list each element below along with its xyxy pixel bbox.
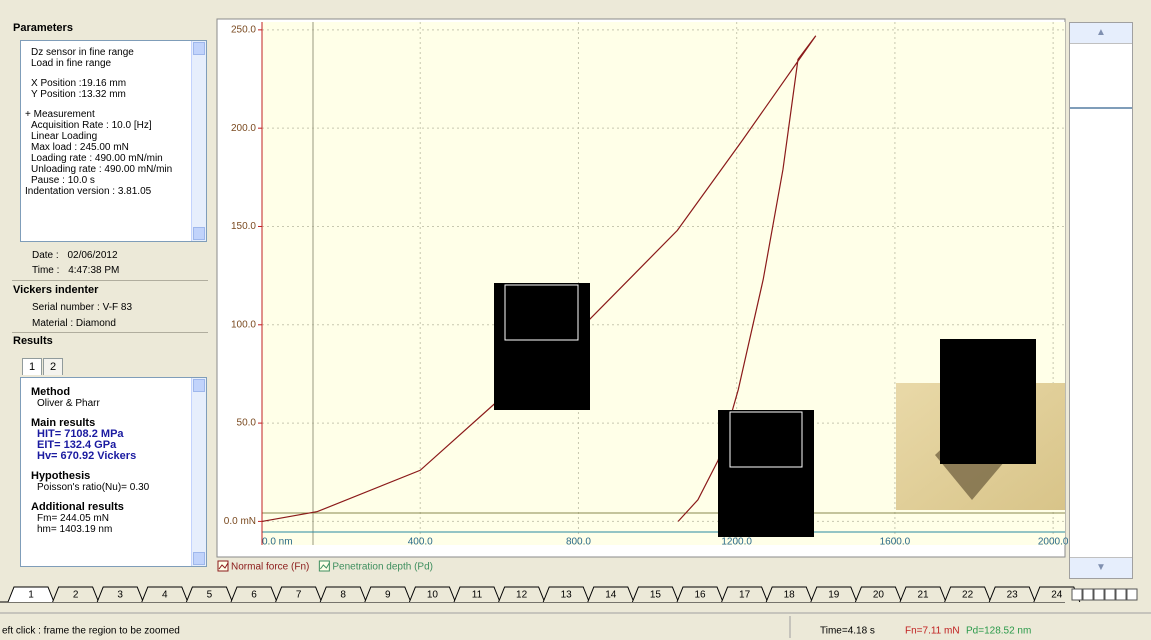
y-tick-label: 100.0 <box>231 319 256 330</box>
y-tick-label: 200.0 <box>231 123 256 134</box>
status-fn: Fn=7.11 mN <box>905 626 960 637</box>
x-tick-label: 400.0 <box>408 537 433 548</box>
tab-label[interactable]: 14 <box>605 590 617 601</box>
tab-label[interactable]: 2 <box>73 590 79 601</box>
tab-label[interactable]: 12 <box>516 590 528 601</box>
tab-label[interactable]: 6 <box>251 590 257 601</box>
tab-label[interactable]: 23 <box>1007 590 1019 601</box>
y-tick-label: 150.0 <box>231 221 256 232</box>
status-hint: eft click : frame the region to be zoome… <box>2 626 180 637</box>
tab-label[interactable]: 1 <box>28 590 34 601</box>
tab-label[interactable]: 13 <box>561 590 573 601</box>
tab-label[interactable]: 21 <box>917 590 929 601</box>
nav-button[interactable] <box>1094 589 1104 600</box>
status-time: Time=4.18 s <box>820 626 875 637</box>
tab-label[interactable]: 5 <box>207 590 213 601</box>
nav-button[interactable] <box>1116 589 1126 600</box>
x-tick-label: 800.0 <box>566 537 591 548</box>
nav-button[interactable] <box>1083 589 1093 600</box>
tab-label[interactable]: 18 <box>784 590 796 601</box>
y-tick-label: 250.0 <box>231 25 256 36</box>
tab-label[interactable]: 9 <box>385 590 391 601</box>
x-tick-label: 0.0 nm <box>262 537 293 548</box>
y-tick-label: 50.0 <box>237 418 257 429</box>
tab-label[interactable]: 24 <box>1051 590 1063 601</box>
tab-label[interactable]: 19 <box>828 590 840 601</box>
tab-label[interactable]: 4 <box>162 590 168 601</box>
nav-button[interactable] <box>1072 589 1082 600</box>
tab-label[interactable]: 16 <box>694 590 706 601</box>
legend-label: Normal force (Fn) <box>231 562 309 573</box>
nav-button[interactable] <box>1105 589 1115 600</box>
tab-label[interactable]: 15 <box>650 590 662 601</box>
x-tick-label: 2000.0 <box>1038 537 1069 548</box>
legend-label: Penetration depth (Pd) <box>332 562 433 573</box>
nav-button[interactable] <box>1127 589 1137 600</box>
app-window: Parameters Dz sensor in fine rangeLoad i… <box>0 0 1151 640</box>
x-tick-label: 1600.0 <box>880 537 911 548</box>
tab-label[interactable]: 7 <box>296 590 302 601</box>
status-pd: Pd=128.52 nm <box>966 626 1031 637</box>
x-tick-label: 1200.0 <box>721 537 752 548</box>
tab-label[interactable]: 22 <box>962 590 974 601</box>
y-tick-label: 0.0 mN <box>224 516 256 527</box>
tab-label[interactable]: 3 <box>117 590 123 601</box>
tab-label[interactable]: 8 <box>340 590 346 601</box>
tab-label[interactable]: 17 <box>739 590 751 601</box>
tab-label[interactable]: 11 <box>472 590 483 601</box>
tab-label[interactable]: 20 <box>873 590 885 601</box>
tab-label[interactable]: 10 <box>427 590 439 601</box>
chart: Normal force (Fn)Penetration depth (Pd) … <box>0 0 1151 640</box>
